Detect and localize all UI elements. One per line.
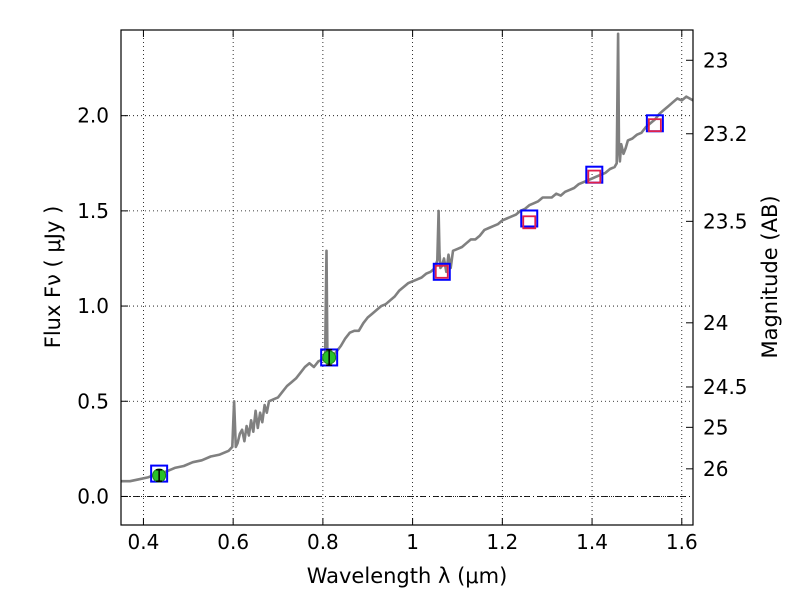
spectrum-group	[121, 32, 693, 483]
y-tick-label: 2.0	[77, 104, 109, 128]
x-axis-title: Wavelength λ (μm)	[307, 564, 508, 588]
plot-frame	[120, 29, 694, 526]
y2-tick-label: 24.5	[703, 375, 748, 399]
red-square-marker	[522, 215, 537, 230]
blue-square-marker	[520, 209, 539, 228]
y-tick-label: 0.0	[77, 484, 109, 508]
y-tick-label: 1.5	[77, 199, 109, 223]
x-tick-label: 0.4	[128, 530, 160, 554]
photometry-markers	[150, 114, 664, 483]
y-axis-title: Flux Fν ( μJy )	[41, 206, 65, 349]
x-tick-label: 0.6	[217, 530, 249, 554]
spectrum-line	[121, 32, 693, 483]
y2-tick-label: 23.5	[703, 209, 748, 233]
x-tick-label: 1.4	[576, 530, 608, 554]
x-tick-label: 1.6	[666, 530, 698, 554]
x-tick-label: 0.8	[307, 530, 339, 554]
tick-labels: 0.4 0.6 0.8 1 1.2 1.4 1.6 0.0 0.5 1.0 1.5 2.0 23 23.2…	[77, 48, 747, 554]
tick-marks	[121, 30, 693, 525]
y2-axis-title: Magnitude (AB)	[758, 195, 782, 358]
y2-tick-label: 24	[703, 311, 728, 335]
y2-tick-label: 25	[703, 415, 728, 439]
y-tick-label: 0.5	[77, 389, 109, 413]
blue-square-marker	[432, 262, 451, 281]
y2-tick-label: 26	[703, 457, 728, 481]
y2-tick-label: 23.2	[703, 122, 748, 146]
y2-tick-label: 23	[703, 48, 728, 72]
red-square-marker	[434, 264, 449, 279]
x-tick-label: 1	[406, 530, 419, 554]
red-square-marker	[647, 118, 662, 133]
red-square-marker	[587, 169, 602, 184]
y-tick-label: 1.0	[77, 294, 109, 318]
plot-area	[121, 30, 693, 525]
x-tick-label: 1.2	[486, 530, 518, 554]
